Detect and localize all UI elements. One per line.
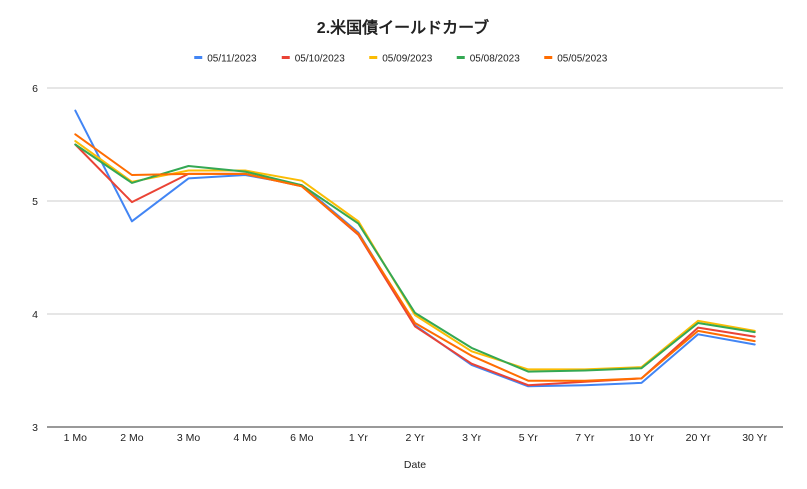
- x-tick-label: 20 Yr: [686, 432, 711, 444]
- x-axis-label: Date: [404, 459, 426, 471]
- legend-label: 05/05/2023: [557, 54, 607, 65]
- x-tick-label: 5 Yr: [519, 432, 539, 444]
- gridlines: [47, 87, 783, 428]
- x-tick-label: 2 Yr: [405, 432, 425, 444]
- y-tick-label: 3: [32, 422, 38, 434]
- y-tick-label: 6: [32, 83, 38, 95]
- series-lines: [74, 109, 756, 388]
- x-axis-ticks: 1 Mo 2 Mo 3 Mo 4 Mo 6 Mo 1 Yr 2 Yr 3 Yr 5 Yr 7 Yr…: [64, 432, 768, 444]
- legend-swatch: [281, 56, 290, 59]
- legend-label: 05/11/2023: [207, 54, 257, 65]
- legend-swatch: [194, 56, 203, 59]
- legend: 05/11/2023 05/10/2023 05/09/2023 05/08/2023…: [194, 54, 608, 65]
- legend-item: 05/08/2023: [456, 54, 520, 65]
- x-tick-label: 1 Mo: [64, 432, 88, 444]
- x-tick-label: 1 Yr: [349, 432, 369, 444]
- legend-label: 05/09/2023: [382, 54, 432, 65]
- y-tick-label: 4: [32, 309, 38, 321]
- x-tick-label: 6 Mo: [290, 432, 314, 444]
- x-tick-label: 3 Mo: [177, 432, 201, 444]
- legend-label: 05/08/2023: [470, 54, 520, 65]
- legend-swatch: [369, 56, 378, 59]
- x-tick-label: 7 Yr: [575, 432, 595, 444]
- x-tick-label: 4 Mo: [233, 432, 257, 444]
- x-tick-label: 30 Yr: [742, 432, 767, 444]
- legend-item: 05/05/2023: [544, 54, 608, 65]
- y-tick-label: 5: [32, 196, 38, 208]
- legend-item: 05/11/2023: [194, 54, 257, 65]
- legend-item: 05/10/2023: [281, 54, 345, 65]
- series-line-05-05-2023: [74, 133, 756, 382]
- series-line-05-08-2023: [74, 143, 756, 373]
- x-tick-label: 10 Yr: [629, 432, 654, 444]
- legend-item: 05/09/2023: [369, 54, 433, 65]
- legend-swatch: [544, 56, 553, 59]
- x-tick-label: 2 Mo: [120, 432, 144, 444]
- chart-title: 2.米国債イールドカーブ: [317, 18, 489, 37]
- legend-swatch: [456, 56, 465, 59]
- y-axis-ticks: 3 4 5 6: [32, 83, 38, 434]
- x-tick-label: 3 Yr: [462, 432, 482, 444]
- legend-label: 05/10/2023: [295, 54, 345, 65]
